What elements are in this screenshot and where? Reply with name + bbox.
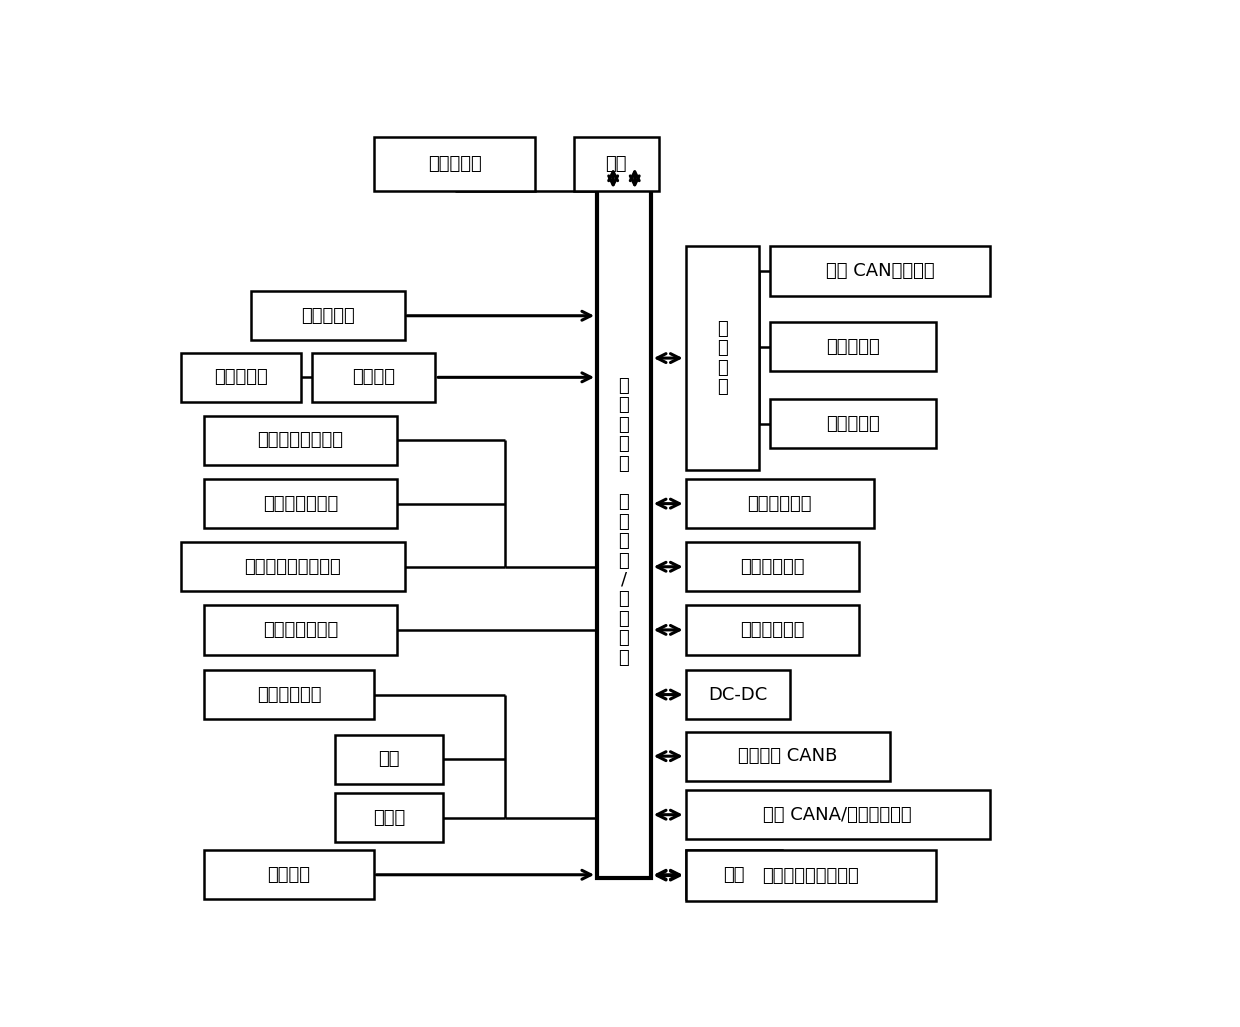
Bar xyxy=(205,605,397,654)
Text: 动力系统 CANB: 动力系统 CANB xyxy=(738,748,837,765)
Bar xyxy=(574,137,658,191)
Text: 电子节气门控制器: 电子节气门控制器 xyxy=(258,431,343,450)
Text: 相关继电器控制信号: 相关继电器控制信号 xyxy=(763,867,859,884)
Text: 仪表: 仪表 xyxy=(723,866,744,884)
Text: 信息存储器: 信息存储器 xyxy=(428,155,481,174)
Text: 光
电
隔
离: 光 电 隔 离 xyxy=(717,320,728,396)
Text: 串行通讯接口: 串行通讯接口 xyxy=(748,495,812,512)
Text: 档位: 档位 xyxy=(605,155,627,174)
Bar xyxy=(686,479,874,528)
Text: 开关量输入: 开关量输入 xyxy=(215,369,268,386)
Text: 电源管理网络: 电源管理网络 xyxy=(257,686,321,703)
Bar xyxy=(686,670,790,719)
Text: 空气泵: 空气泵 xyxy=(373,809,405,827)
Text: 水泵: 水泵 xyxy=(378,751,399,768)
Bar xyxy=(770,321,936,371)
Text: 水冷散热风扇控制器: 水冷散热风扇控制器 xyxy=(244,558,341,576)
Bar xyxy=(373,137,536,191)
Bar xyxy=(205,850,373,900)
Text: 晶振时钟: 晶振时钟 xyxy=(268,866,310,884)
Bar xyxy=(686,790,990,839)
Text: 模拟量输出: 模拟量输出 xyxy=(826,415,880,432)
Bar xyxy=(686,731,889,781)
Bar xyxy=(596,165,651,878)
Bar xyxy=(770,246,990,296)
Bar xyxy=(205,416,397,465)
Text: 整车 CANA/智能系统通讯: 整车 CANA/智能系统通讯 xyxy=(764,806,911,824)
Bar xyxy=(205,670,373,719)
Bar xyxy=(250,291,404,340)
Bar xyxy=(312,352,435,402)
Text: 制动踏板信号: 制动踏板信号 xyxy=(740,621,805,639)
Bar xyxy=(686,246,759,469)
Bar xyxy=(181,352,300,402)
Bar xyxy=(686,605,859,654)
Text: 开关量输出: 开关量输出 xyxy=(826,338,880,355)
Bar xyxy=(686,542,859,592)
Text: 光电隔离: 光电隔离 xyxy=(352,369,396,386)
Text: 模拟量输入: 模拟量输入 xyxy=(300,307,355,325)
Bar xyxy=(335,734,443,784)
Text: DC-DC: DC-DC xyxy=(708,686,768,703)
Text: 多
源
控
制
器

微
控
制
器
/
主
控
芯
片: 多 源 控 制 器 微 控 制 器 / 主 控 芯 片 xyxy=(619,377,630,667)
Bar xyxy=(335,793,443,842)
Text: 燃气喷嘴控制器: 燃气喷嘴控制器 xyxy=(263,621,339,639)
Text: 电子油门信号: 电子油门信号 xyxy=(740,558,805,576)
Bar xyxy=(770,398,936,448)
Bar xyxy=(686,850,781,900)
Bar xyxy=(181,542,404,592)
Bar xyxy=(205,479,397,528)
Text: 氧传感器控制器: 氧传感器控制器 xyxy=(263,495,339,512)
Bar xyxy=(686,850,936,901)
Text: 高速 CAN总线接口: 高速 CAN总线接口 xyxy=(826,262,934,280)
